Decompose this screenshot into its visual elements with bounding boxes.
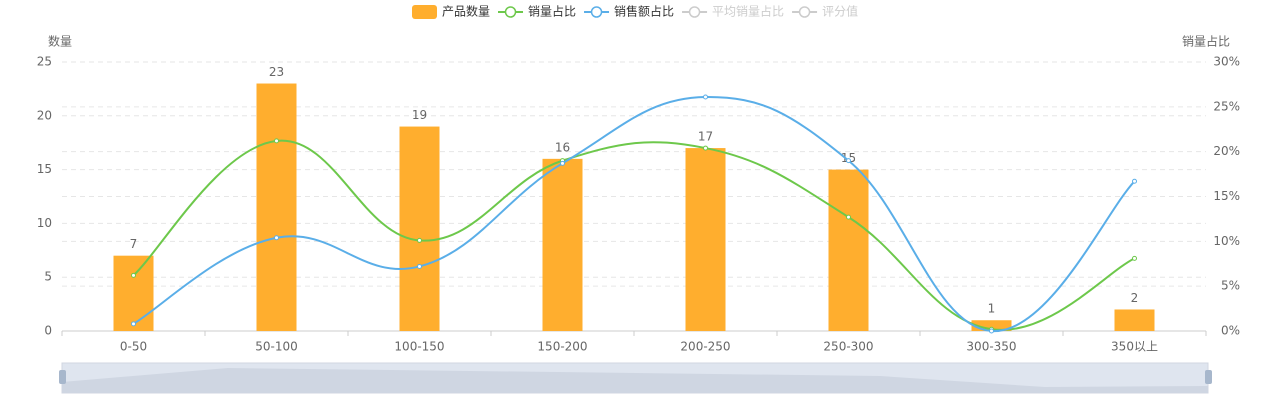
y2-axis-label: 销量占比 [1182,34,1230,49]
legend-swatch [504,6,517,18]
point [274,138,279,144]
y2-tick-label: 30% [1213,55,1240,69]
zoom-handle[interactable] [1205,370,1212,384]
point [989,328,994,334]
point [846,158,851,164]
legend-label: 产品数量 [442,4,490,19]
y-tick-label: 20 [37,108,52,122]
point [846,214,851,220]
data-label: 7 [130,237,138,251]
bar [113,255,154,331]
legend-label: 平均销量占比 [712,4,784,19]
point [1132,178,1137,184]
y2-tick-label: 5% [1221,279,1240,293]
data-label: 15 [841,151,856,165]
point [417,263,422,269]
y-tick-label: 25 [37,55,52,69]
zoom-handle[interactable] [59,370,66,384]
legend-label: 销量占比 [528,4,576,19]
y2-tick-label: 15% [1213,189,1240,203]
point [1132,255,1137,261]
bar [685,148,726,331]
bar [256,83,297,332]
y-tick-label: 10 [37,216,52,230]
data-label: 19 [412,108,427,122]
x-tick-label: 0-50 [120,340,147,354]
bar [971,320,1012,331]
y2-tick-label: 25% [1213,99,1240,113]
y-tick-label: 15 [37,162,52,176]
point [131,321,136,327]
x-tick-label: 50-100 [255,340,298,354]
point [703,145,708,151]
legend-label: 销售额占比 [614,4,674,19]
data-label: 1 [988,302,996,316]
legend: 产品数量 销量占比 销售额占比 平均销量占比 评分值 [412,4,858,19]
point [703,94,708,100]
zoom-shadow [62,368,1208,393]
bar [828,169,869,331]
x-tick-label: 300-350 [966,340,1016,354]
point [417,237,422,243]
point [274,235,279,241]
data-label: 2 [1131,291,1139,305]
x-tick-label: 350以上 [1111,340,1158,354]
data-label: 17 [698,130,713,144]
y2-tick-label: 10% [1213,234,1240,248]
y-tick-label: 0 [44,324,52,338]
x-tick-label: 150-200 [537,340,587,354]
bar [399,126,440,331]
y-tick-label: 5 [44,270,52,284]
bar [542,158,583,331]
data-label: 23 [269,65,284,79]
bar [1114,309,1155,331]
x-tick-label: 100-150 [394,340,444,354]
legend-label: 评分值 [822,4,858,19]
legend-swatch [412,5,437,19]
y-axis-label: 数量 [48,34,72,49]
data-zoom[interactable] [59,362,1212,394]
x-tick-label: 200-250 [680,340,730,354]
legend-swatch [688,6,701,18]
y2-tick-label: 0% [1221,324,1240,338]
legend-swatch [590,6,603,18]
x-tick-label: 250-300 [823,340,873,354]
y2-tick-label: 20% [1213,144,1240,158]
legend-swatch [798,6,811,18]
point [131,272,136,278]
point [560,160,565,166]
data-label: 16 [555,140,570,154]
